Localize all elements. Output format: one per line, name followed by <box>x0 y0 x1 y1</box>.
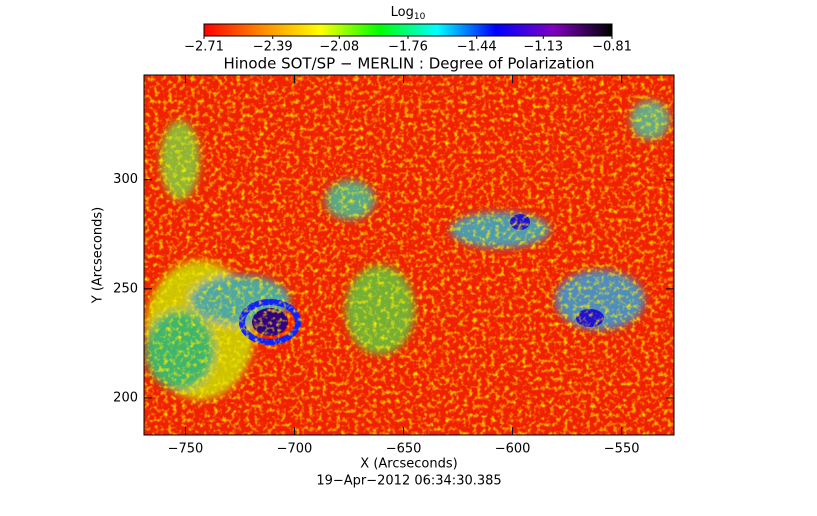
colorbar-label: Log <box>391 5 414 20</box>
colorbar-tick-label: −2.08 <box>319 40 359 55</box>
footer-timestamp: 19−Apr−2012 06:34:30.385 <box>316 474 501 489</box>
chart-title: Hinode SOT/SP − MERLIN : Degree of Polar… <box>223 55 594 73</box>
polarization-map <box>144 75 674 435</box>
colorbar-tick-label: −2.39 <box>253 40 293 55</box>
colorbar-label-subscript: 10 <box>414 12 426 22</box>
map-speckle <box>144 75 674 435</box>
x-tick-label: −550 <box>604 442 640 457</box>
colorbar <box>203 23 613 37</box>
colorbar-tick-label: −1.13 <box>523 40 563 55</box>
y-tick-label: 200 <box>113 390 138 405</box>
colorbar-tick-label: −1.44 <box>457 40 497 55</box>
colorbar-title: Log10 <box>391 5 426 22</box>
x-tick-label: −600 <box>495 442 531 457</box>
y-tick-label: 250 <box>113 281 138 296</box>
colorbar-tick-label: −0.81 <box>592 40 632 55</box>
x-tick-label: −700 <box>277 442 313 457</box>
y-tick-label: 300 <box>113 172 138 187</box>
y-axis-label: Y (Arcseconds) <box>91 207 106 304</box>
plot-frame <box>143 74 675 436</box>
x-tick-label: −750 <box>168 442 204 457</box>
colorbar-tick-label: −2.71 <box>184 40 224 55</box>
x-axis-label: X (Arcseconds) <box>360 457 457 472</box>
colorbar-tick-label: −1.76 <box>388 40 428 55</box>
x-tick-label: −650 <box>386 442 422 457</box>
